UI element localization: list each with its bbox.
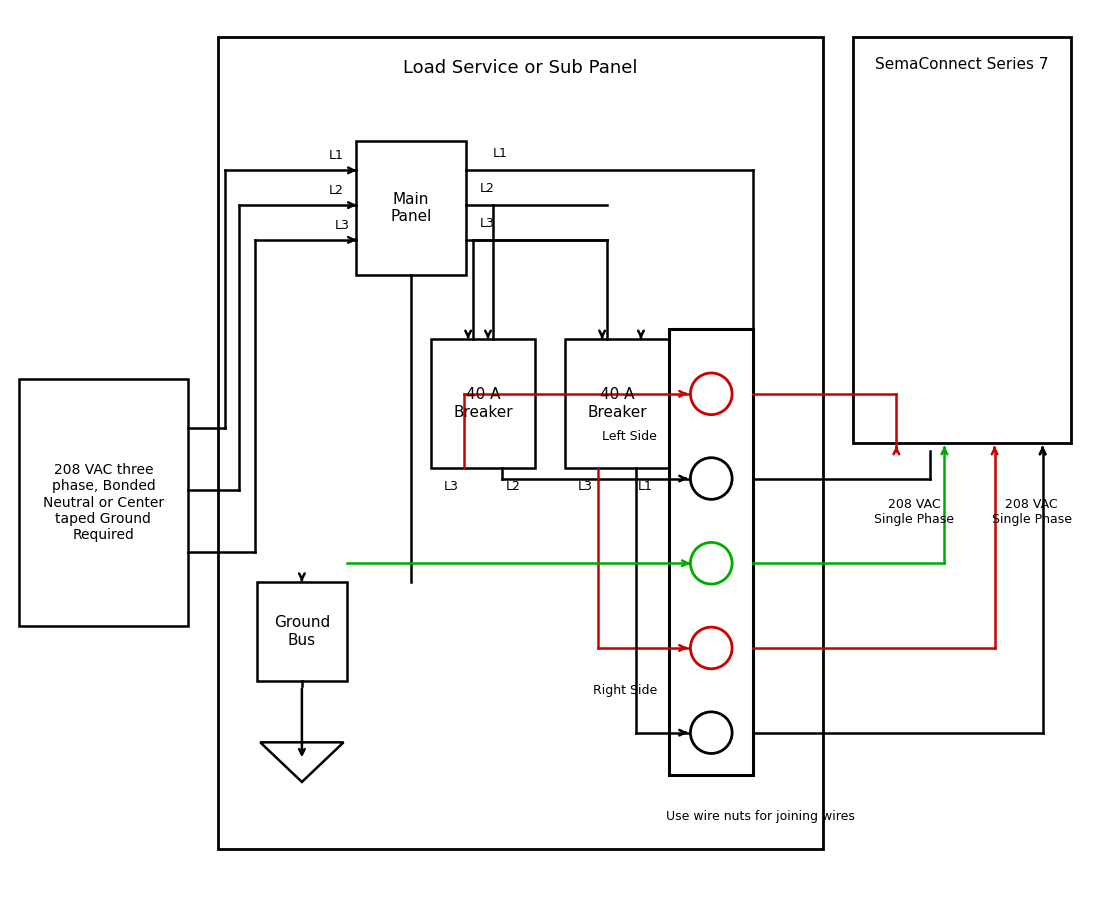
Text: L1: L1 <box>638 479 653 493</box>
Circle shape <box>691 542 733 584</box>
Text: 40 A
Breaker: 40 A Breaker <box>587 388 647 419</box>
Circle shape <box>691 712 733 754</box>
Bar <box>565 339 669 468</box>
Text: L2: L2 <box>506 479 521 493</box>
Text: 208 VAC
Single Phase: 208 VAC Single Phase <box>873 498 954 526</box>
Text: L1: L1 <box>493 147 508 161</box>
Text: SemaConnect Series 7: SemaConnect Series 7 <box>876 56 1048 72</box>
Text: Right Side: Right Side <box>593 684 657 696</box>
Text: L3: L3 <box>480 217 495 230</box>
Text: L3: L3 <box>444 479 459 493</box>
Text: L2: L2 <box>480 183 495 195</box>
Text: Load Service or Sub Panel: Load Service or Sub Panel <box>403 59 638 76</box>
Bar <box>257 582 346 681</box>
Bar <box>218 37 823 849</box>
Text: 40 A
Breaker: 40 A Breaker <box>453 388 513 419</box>
Circle shape <box>691 458 733 499</box>
Text: L1: L1 <box>329 150 343 163</box>
Text: 208 VAC three
phase, Bonded
Neutral or Center
taped Ground
Required: 208 VAC three phase, Bonded Neutral or C… <box>43 463 164 542</box>
Text: L3: L3 <box>578 479 593 493</box>
Text: L2: L2 <box>329 184 343 197</box>
Text: Use wire nuts for joining wires: Use wire nuts for joining wires <box>667 810 856 823</box>
Text: L3: L3 <box>334 219 350 232</box>
Text: 208 VAC
Single Phase: 208 VAC Single Phase <box>992 498 1071 526</box>
Circle shape <box>691 627 733 669</box>
Bar <box>431 339 535 468</box>
Text: Ground
Bus: Ground Bus <box>274 615 330 647</box>
Bar <box>669 330 754 775</box>
Bar <box>356 141 465 274</box>
Text: Main
Panel: Main Panel <box>390 192 431 224</box>
Bar <box>852 37 1071 443</box>
Bar <box>19 379 188 627</box>
Circle shape <box>691 373 733 415</box>
Text: Left Side: Left Side <box>603 429 657 443</box>
